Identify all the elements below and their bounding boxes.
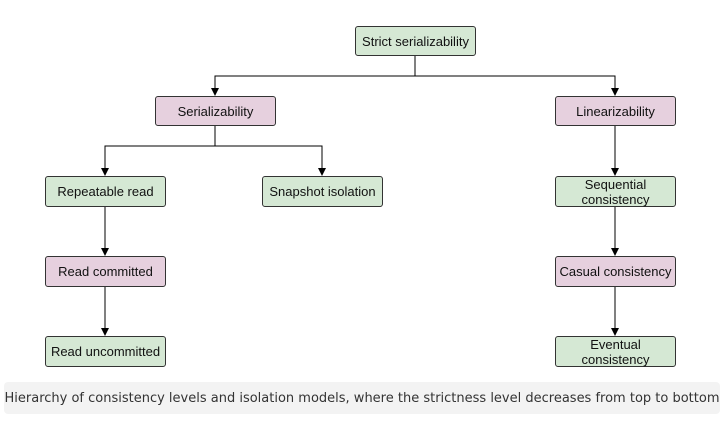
node-label: Linearizability — [576, 103, 655, 119]
node-label: Read uncommitted — [50, 344, 161, 359]
node-sequential-consistency: Sequential consistency — [555, 176, 676, 207]
node-strict-serializability: Strict serializability — [355, 26, 476, 56]
figure-caption: Hierarchy of consistency levels and isol… — [4, 382, 720, 414]
node-label: Read committed — [58, 264, 153, 279]
node-casual-consistency: Casual consistency — [555, 256, 676, 287]
node-read-committed: Read committed — [45, 256, 166, 287]
node-linearizability: Linearizability — [555, 96, 676, 126]
edge-strict-to-serializability — [211, 56, 416, 96]
node-label: Repeatable read — [57, 184, 154, 199]
edge-serializability-to-repeatable-read — [101, 126, 216, 176]
node-label: Serializability — [177, 103, 254, 119]
node-label: Snapshot isolation — [269, 184, 376, 199]
edge-strict-to-linearizability — [415, 75, 619, 96]
node-eventual-consistency: Eventual consistency — [555, 336, 676, 367]
node-snapshot-isolation: Snapshot isolation — [262, 176, 383, 207]
node-label: Eventual consistency — [581, 336, 650, 367]
node-repeatable-read: Repeatable read — [45, 176, 166, 207]
caption-text: Hierarchy of consistency levels and isol… — [4, 390, 720, 406]
node-serializability: Serializability — [155, 96, 276, 126]
node-label: Sequential consistency — [581, 176, 650, 207]
node-label: Strict serializability — [362, 33, 469, 49]
connector-layer — [101, 56, 619, 336]
node-read-uncommitted: Read uncommitted — [45, 336, 166, 367]
node-label: Casual consistency — [559, 264, 672, 279]
edge-serializability-to-snapshot-isolation — [215, 145, 326, 176]
